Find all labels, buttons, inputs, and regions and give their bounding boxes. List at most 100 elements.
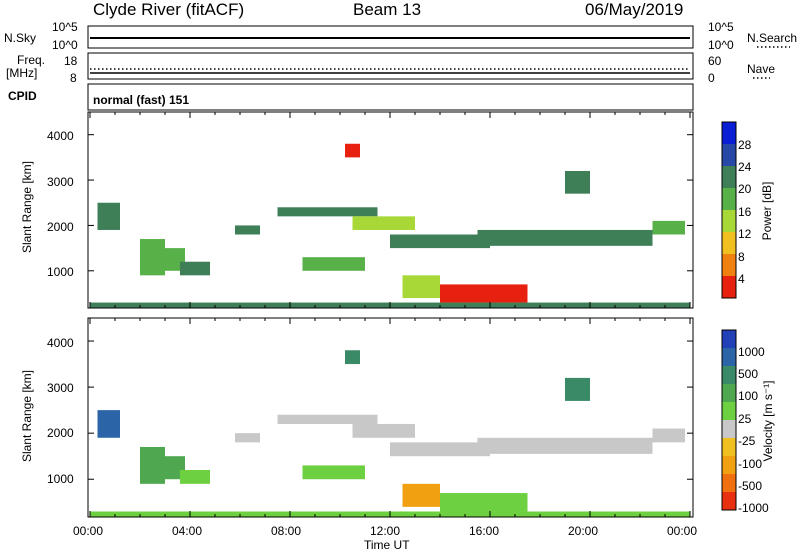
velocity-colorbar-swatch — [722, 420, 736, 438]
power-echo-region — [180, 261, 210, 276]
power-cb-tick: 8 — [738, 250, 745, 264]
velocity-cb-tick: 25 — [738, 412, 752, 426]
velocity-colorbar-frame — [721, 329, 737, 511]
velocity-echo-layer — [90, 350, 690, 517]
power-ytick: 3000 — [47, 175, 74, 189]
power-cb-tick: 4 — [738, 272, 745, 286]
velocity-cb-tick: 500 — [738, 367, 759, 381]
power-echo-region — [440, 284, 528, 303]
velocity-echo-region — [477, 437, 653, 454]
power-cb-tick: 24 — [738, 160, 752, 174]
cpid-panel-frame — [87, 83, 694, 111]
velocity-echo-region — [352, 423, 415, 438]
power-colorbar-swatch — [722, 276, 736, 298]
power-colorbar-swatch — [722, 254, 736, 276]
noise-left-tick-bottom: 10^0 — [52, 38, 78, 52]
power-echo-region — [277, 207, 378, 217]
xtick: 04:00 — [172, 524, 203, 538]
velocity-echo-region — [97, 410, 120, 438]
power-ytick: 2000 — [47, 220, 74, 234]
velocity-panel-frame — [87, 317, 694, 518]
power-colorbar-frame — [721, 121, 737, 299]
power-echo-region — [477, 229, 653, 246]
noise-right-label: N.Search — [747, 31, 798, 45]
power-colorbar-swatch — [722, 144, 736, 166]
power-echo-region — [235, 225, 260, 235]
velocity-colorbar-swatch — [722, 348, 736, 366]
velocity-colorbar-swatch — [722, 330, 736, 348]
velocity-cb-tick: -25 — [738, 434, 756, 448]
power-echo-layer — [90, 143, 690, 308]
xtick: 08:00 — [271, 524, 302, 538]
power-colorbar-swatch — [722, 210, 736, 232]
xtick: 00:00 — [73, 524, 104, 538]
velocity-echo-region — [440, 493, 528, 512]
date-title: 06/May/2019 — [585, 0, 684, 19]
power-colorbar-swatch — [722, 166, 736, 188]
velocity-ytick: 3000 — [47, 381, 74, 395]
velocity-colorbar-swatch — [722, 366, 736, 384]
freq-left-tick-top: 18 — [64, 54, 78, 68]
velocity-echo-region — [302, 465, 365, 480]
power-colorbar — [721, 121, 737, 299]
power-echo-region — [390, 234, 490, 249]
velocity-cb-tick: -100 — [738, 457, 763, 471]
freq-label-line2: [MHz] — [6, 66, 38, 80]
power-echo-region — [565, 170, 590, 194]
power-cb-tick: 16 — [738, 205, 752, 219]
nave-label: Nave — [747, 62, 776, 76]
freq-right-tick-bottom: 0 — [708, 71, 715, 85]
power-echo-region — [97, 202, 120, 230]
power-echo-region — [302, 257, 365, 271]
velocity-cb-tick: -1000 — [738, 501, 769, 515]
velocity-colorbar-swatch — [722, 492, 736, 510]
velocity-colorbar — [721, 329, 737, 511]
velocity-echo-region — [345, 350, 360, 365]
velocity-echo-region — [565, 377, 590, 401]
velocity-echo-region — [390, 442, 490, 457]
power-cb-tick: 28 — [738, 138, 752, 152]
freq-label-line1: Freq. — [17, 53, 46, 67]
power-echo-region — [140, 239, 165, 276]
xtick: 20:00 — [568, 524, 599, 538]
power-panel-frame — [87, 111, 694, 309]
freq-left-tick-bottom: 8 — [70, 71, 77, 85]
power-colorbar-swatch — [722, 188, 736, 210]
noise-left-label: N.Sky — [4, 31, 37, 45]
velocity-ytick: 4000 — [47, 336, 74, 350]
velocity-echo-region — [277, 414, 378, 424]
velocity-colorbar-swatch — [722, 438, 736, 456]
xaxis-label: Time UT — [364, 538, 410, 552]
power-echo-region — [352, 216, 415, 230]
freq-right-tick-top: 60 — [708, 54, 722, 68]
noise-panel-frame — [87, 25, 694, 49]
velocity-cb-tick: 1000 — [738, 345, 765, 359]
velocity-colorbar-swatch — [722, 456, 736, 474]
power-colorbar-swatch — [722, 122, 736, 144]
xtick: 12:00 — [370, 524, 401, 538]
velocity-ytick: 1000 — [47, 472, 74, 486]
velocity-cb-tick: 100 — [738, 389, 759, 403]
velocity-colorbar-swatch — [722, 402, 736, 420]
velocity-echo-region — [180, 470, 210, 484]
power-ytick: 4000 — [47, 129, 74, 143]
velocity-echo-region — [402, 483, 440, 507]
velocity-ytick: 2000 — [47, 426, 74, 440]
site-title: Clyde River (fitACF) — [93, 0, 245, 19]
power-cb-tick: 20 — [738, 182, 752, 196]
xtick: 16:00 — [469, 524, 500, 538]
freq-panel-frame — [87, 52, 694, 80]
tick-marks — [88, 112, 693, 517]
noise-right-tick-bottom: 10^0 — [708, 38, 734, 52]
velocity-echo-region — [235, 433, 260, 443]
power-echo-region — [345, 143, 360, 158]
velocity-echo-region — [652, 428, 685, 443]
power-echo-region — [652, 220, 685, 235]
xtick: 00:00 — [667, 524, 698, 538]
velocity-cb-tick: -500 — [738, 479, 763, 493]
power-echo-region — [402, 275, 440, 299]
noise-left-tick-top: 10^5 — [52, 20, 78, 34]
noise-right-tick-top: 10^5 — [708, 20, 734, 34]
power-ytick: 1000 — [47, 265, 74, 279]
